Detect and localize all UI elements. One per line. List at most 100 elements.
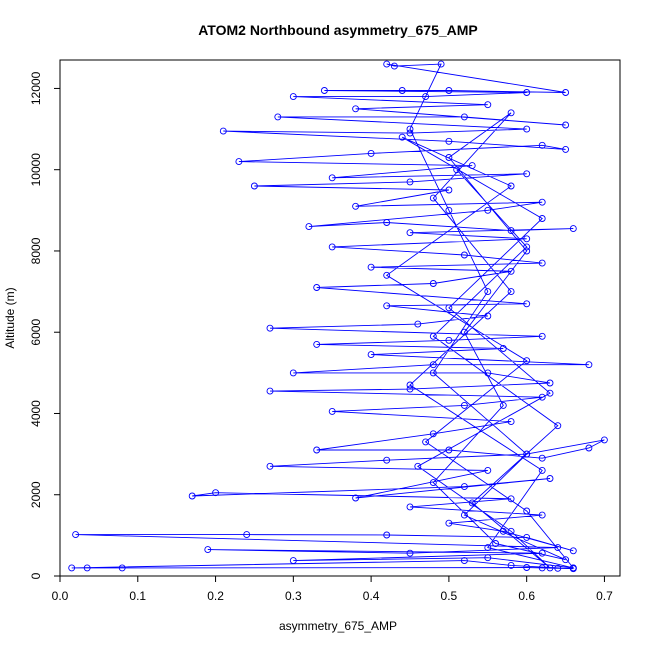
data-point [523,125,531,133]
data-point [422,93,430,101]
data-point [523,450,531,458]
x-tick-label: 0.4 [363,589,380,603]
data-point [460,251,468,259]
data-point [562,145,570,153]
data-point [523,170,531,178]
y-tick-label: 6000 [29,319,43,346]
data-point [538,393,546,401]
data-point [383,219,391,226]
data-point [507,227,515,235]
data-point [68,564,76,572]
data-point [523,564,531,571]
data-point [289,557,297,565]
data-point [460,113,468,121]
data-point [406,381,414,389]
data-point [429,369,437,377]
data-point [562,556,570,564]
data-point [406,129,414,137]
data-point [429,280,437,287]
data-point [266,462,274,470]
data-point [569,547,577,555]
data-point [72,531,80,539]
data-point [352,202,360,210]
data-point [460,328,468,336]
data-point [546,389,554,397]
data-point [492,540,500,547]
data-point [523,247,531,255]
chart-title: ATOM2 Northbound asymmetry_675_AMP [198,22,478,38]
data-point [406,178,414,186]
data-point [445,186,453,194]
y-axis-label: Altitude (m) [3,287,17,348]
data-point [383,531,391,539]
data-point [484,466,492,474]
data-point [289,93,297,101]
data-point [507,267,515,275]
data-point [398,133,406,141]
data-point [460,511,468,519]
x-axis: 0.0 0.1 0.2 0.3 0.4 0.5 0.6 0.7 [52,576,613,603]
data-point [406,503,414,511]
data-point [352,494,360,502]
x-tick-label: 0.6 [518,589,535,603]
data-point [390,62,398,70]
data-point [313,340,321,348]
data-point [406,549,414,557]
data-point [562,89,570,96]
data-point [383,302,391,310]
y-tick-label: 12000 [29,71,43,105]
data-point [484,101,492,109]
x-tick-label: 0.3 [285,589,302,603]
data-point [484,554,492,562]
data-point [600,436,608,444]
data-point [305,223,313,231]
data-point [274,113,282,121]
data-point [422,438,430,446]
data-point [538,549,546,557]
data-point [445,87,453,94]
data-point [219,127,227,135]
data-point [445,137,453,145]
data-point [429,430,437,438]
data-point [367,351,375,359]
data-point [398,87,406,94]
data-point [507,182,515,190]
data-point [554,422,562,430]
data-point [507,109,515,117]
data-point [507,561,515,569]
data-point [235,158,243,166]
data-point [429,479,437,487]
data-point [328,174,336,182]
data-point [320,87,328,94]
data-point [523,533,531,541]
data-point [554,564,562,572]
data-point [484,288,492,296]
data-point [499,401,507,409]
data-point [538,259,546,267]
data-point [250,182,258,190]
data-point [445,519,453,527]
data-point [414,462,422,470]
data-point [414,320,422,328]
y-tick-label: 8000 [29,237,43,264]
data-point [328,243,336,251]
y-tick-label: 0 [29,572,43,579]
data-point [445,304,453,312]
data-point [383,60,391,68]
data-point [445,206,453,214]
data-point [523,357,531,365]
data-point [328,407,336,415]
data-point [445,154,453,161]
y-tick-label: 4000 [29,400,43,427]
data-point [538,454,546,462]
data-point [484,544,492,552]
data-point [460,401,468,409]
data-point [523,300,531,308]
data-point [468,162,476,170]
data-point [204,546,212,554]
x-tick-label: 0.1 [129,589,146,603]
data-point [538,141,546,149]
y-axis: 0 2000 4000 6000 8000 10000 12000 [29,71,60,579]
x-tick-label: 0.0 [52,589,69,603]
